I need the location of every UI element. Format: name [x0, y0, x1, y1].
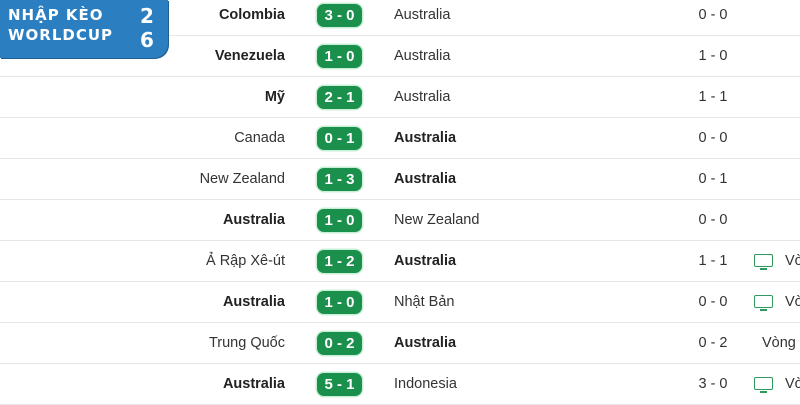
home-team[interactable]: Australia: [222, 294, 285, 310]
halftime-score: 0 - 0: [698, 294, 728, 310]
score-badge[interactable]: 1 - 3: [317, 168, 362, 191]
halftime-score: 0 - 0: [698, 7, 728, 23]
away-team[interactable]: Australia: [394, 48, 451, 64]
tv-icon[interactable]: [754, 254, 773, 270]
score-badge[interactable]: 1 - 2: [317, 250, 362, 273]
home-team[interactable]: Australia: [222, 212, 285, 228]
score-badge[interactable]: 1 - 0: [317, 45, 362, 68]
home-team[interactable]: Venezuela: [214, 48, 285, 64]
tv-icon[interactable]: [754, 295, 773, 311]
score-badge[interactable]: 1 - 0: [317, 291, 362, 314]
halftime-score: 1 - 1: [698, 89, 728, 105]
home-team[interactable]: Mỹ: [264, 89, 285, 105]
match-row[interactable]: Australia 1 - 0 Nhật Bản 0 - 0 Vò: [0, 282, 800, 323]
score-badge[interactable]: 2 - 1: [317, 86, 362, 109]
halftime-score: 3 - 0: [698, 376, 728, 392]
halftime-score: 0 - 0: [698, 212, 728, 228]
halftime-score: 1 - 0: [698, 48, 728, 64]
away-team[interactable]: New Zealand: [394, 212, 480, 228]
match-row[interactable]: Australia 5 - 1 Indonesia 3 - 0 Vò: [0, 364, 800, 405]
logo-text: NHẬP KÈO WORLDCUP: [8, 6, 114, 44]
score-badge[interactable]: 0 - 2: [317, 332, 362, 355]
away-team[interactable]: Australia: [394, 7, 451, 23]
home-team[interactable]: Canada: [234, 130, 285, 146]
home-team[interactable]: Ả Rập Xê-út: [206, 253, 285, 269]
home-team[interactable]: Trung Quốc: [208, 335, 285, 351]
match-row[interactable]: Trung Quốc 0 - 2 Australia 0 - 2 Vòng: [0, 323, 800, 364]
round-label: Vò: [785, 253, 800, 269]
match-row[interactable]: New Zealand 1 - 3 Australia 0 - 1: [0, 159, 800, 200]
away-team[interactable]: Australia: [394, 130, 457, 146]
round-label: Vòng: [762, 335, 796, 351]
home-team[interactable]: New Zealand: [199, 171, 285, 187]
home-team[interactable]: Colombia: [218, 7, 285, 23]
halftime-score: 0 - 2: [698, 335, 728, 351]
round-label: Vò: [785, 294, 800, 310]
halftime-score: 0 - 0: [698, 130, 728, 146]
home-team[interactable]: Australia: [222, 376, 285, 392]
match-row[interactable]: Mỹ 2 - 1 Australia 1 - 1: [0, 77, 800, 118]
halftime-score: 1 - 1: [698, 253, 728, 269]
away-team[interactable]: Indonesia: [394, 376, 457, 392]
round-label: Vò: [785, 376, 800, 392]
away-team[interactable]: Nhật Bản: [394, 294, 455, 310]
match-row[interactable]: Colombia 3 - 0 Australia 0 - 0: [0, 0, 800, 36]
score-badge[interactable]: 5 - 1: [317, 373, 362, 396]
match-row[interactable]: Australia 1 - 0 New Zealand 0 - 0: [0, 200, 800, 241]
match-row[interactable]: Ả Rập Xê-út 1 - 2 Australia 1 - 1 Vò: [0, 241, 800, 282]
away-team[interactable]: Australia: [394, 171, 457, 187]
match-row[interactable]: Canada 0 - 1 Australia 0 - 0: [0, 118, 800, 159]
away-team[interactable]: Australia: [394, 253, 457, 269]
score-badge[interactable]: 0 - 1: [317, 127, 362, 150]
score-badge[interactable]: 1 - 0: [317, 209, 362, 232]
score-badge[interactable]: 3 - 0: [317, 4, 362, 27]
halftime-score: 0 - 1: [698, 171, 728, 187]
match-row[interactable]: Venezuela 1 - 0 Australia 1 - 0: [0, 36, 800, 77]
tv-icon[interactable]: [754, 377, 773, 393]
away-team[interactable]: Australia: [394, 335, 457, 351]
away-team[interactable]: Australia: [394, 89, 451, 105]
